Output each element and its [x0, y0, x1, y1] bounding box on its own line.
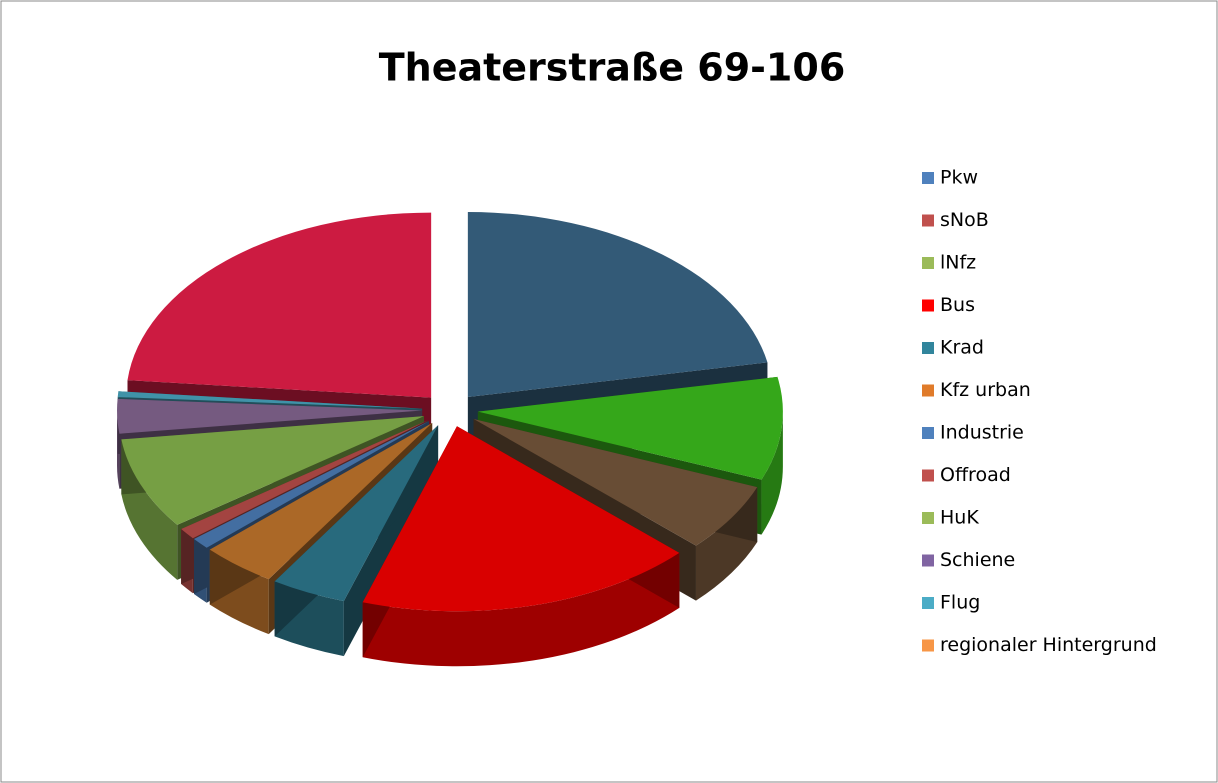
- slice-top: [193, 421, 429, 548]
- pie: [117, 212, 783, 667]
- legend-label: sNoB: [940, 209, 989, 231]
- legend-label: Schiene: [940, 549, 1015, 571]
- slice: [362, 426, 680, 667]
- legend-label: Bus: [940, 294, 975, 316]
- slice-top: [181, 420, 428, 539]
- slice-top: [467, 212, 768, 398]
- legend-label: HuK: [940, 507, 979, 529]
- legend-swatch: [922, 469, 934, 482]
- slice-side: [761, 411, 783, 535]
- legend-label: Krad: [940, 337, 984, 359]
- slice-top: [117, 391, 423, 409]
- legend-swatch: [922, 257, 934, 269]
- legend-swatch: [922, 172, 934, 184]
- legend: Pkw sNoB lNfz Bus Krad Kfz urban Industrie Offr…: [922, 167, 1157, 656]
- legend-label: Kfz urban: [940, 379, 1031, 401]
- legend-label: regionaler Hintergrund: [940, 634, 1157, 656]
- slice-top: [473, 419, 758, 546]
- legend-label: Pkw: [940, 167, 978, 189]
- legend-swatch: [922, 554, 934, 567]
- legend-swatch: [922, 342, 934, 354]
- chart-title: Theaterstraße 69-106: [379, 46, 846, 90]
- legend-label: lNfz: [940, 252, 976, 274]
- slice-top: [274, 425, 439, 602]
- slice-top: [117, 398, 423, 434]
- legend-label: Flug: [940, 592, 980, 614]
- legend-label: Industrie: [940, 422, 1024, 444]
- legend-swatch: [922, 299, 934, 312]
- legend-swatch: [922, 597, 934, 609]
- slice-side: [121, 439, 178, 580]
- slice-top: [127, 212, 432, 398]
- legend-swatch: [922, 214, 934, 227]
- legend-swatch: [922, 384, 934, 397]
- legend-swatch: [922, 512, 934, 524]
- slice-top: [209, 422, 433, 580]
- legend-swatch: [922, 427, 934, 439]
- slice-top: [362, 426, 680, 612]
- slice-top: [121, 416, 424, 525]
- legend-label: Offroad: [940, 464, 1011, 486]
- slice-side: [362, 552, 680, 667]
- legend-swatch: [922, 639, 934, 652]
- slice-top: [477, 376, 783, 480]
